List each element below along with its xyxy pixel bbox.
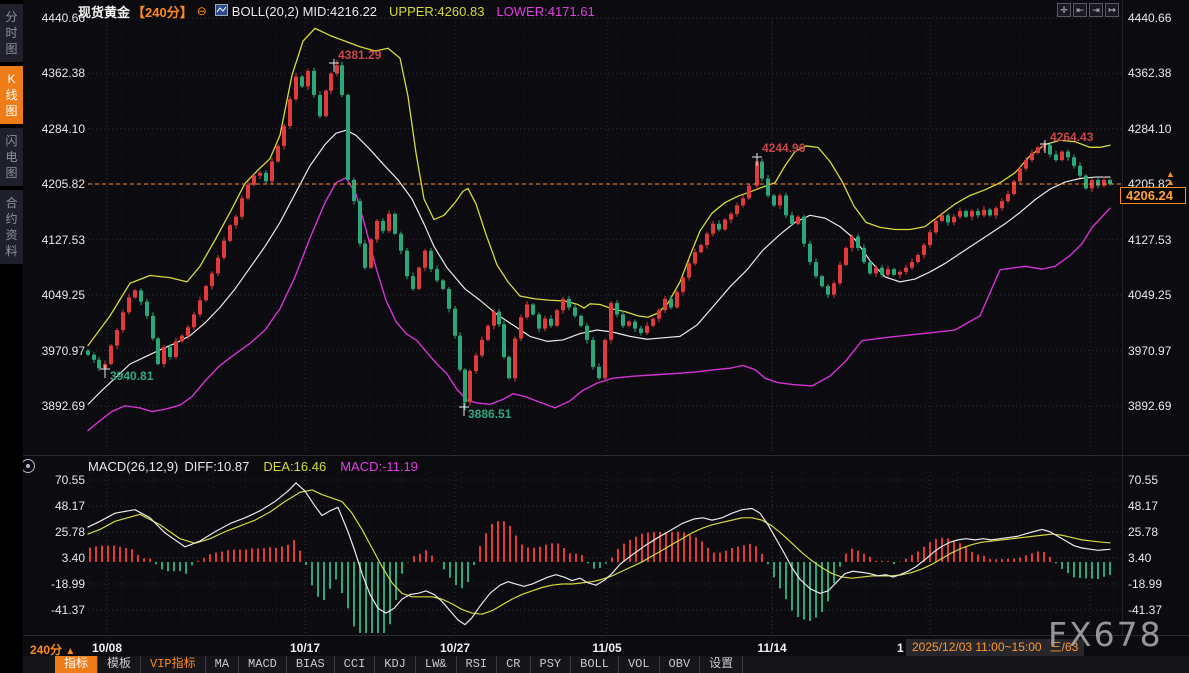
price-annotation: 4264.43 [1050, 130, 1094, 144]
toolbar-button-MACD[interactable]: MACD [239, 656, 287, 673]
toolbar-button-PSY[interactable]: PSY [531, 656, 572, 673]
toolbar-button-VIP指标[interactable]: VIP指标 [141, 656, 206, 673]
price-axis-label-right: 4440.66 [1128, 11, 1172, 25]
indicator-toolbar: 指标 模板 VIP指标 MA MACD BIAS CCI KDJ LW& RSI CR PSY BOLL… [0, 656, 1189, 673]
toolbar-button-指标[interactable]: 指标 [55, 656, 99, 673]
zoom-y-axis-icon[interactable]: ⇥ [1089, 3, 1103, 17]
price-axis-label-left: 4205.82 [41, 177, 85, 192]
macd-value-readout: MACD:-11.19 [340, 459, 419, 474]
symbol-name: 现货黄金 [78, 4, 131, 20]
toolbar-button-CR[interactable]: CR [497, 656, 531, 673]
macd-axis-label-left: 3.40 [61, 550, 85, 565]
bar-datetime-tooltip: 2025/12/03 11:00~15:00 三/63 [906, 639, 1085, 656]
chart-header: 现货黄金 【240分】 ⊖ BOLL(20,2) MID:4216.22 UPP… [78, 3, 595, 20]
price-axis-label-right: 4362.38 [1128, 66, 1172, 81]
macd-axis-label-right: 25.78 [1128, 525, 1159, 539]
price-axis-label-right: 4049.25 [1128, 288, 1172, 303]
sidebar-tab-闪电图[interactable]: 闪电图 [0, 128, 23, 186]
toolbar-button-RSI[interactable]: RSI [457, 656, 498, 673]
timeframe-arrow-icon: ▲ [65, 646, 76, 657]
price-axis-label-left: 4127.53 [41, 232, 85, 247]
tooltip-datetime: 2025/12/03 11:00~15:00 [912, 640, 1042, 654]
date-label: 10/27 [439, 641, 471, 655]
macd-axis-label-left: -18.99 [50, 577, 85, 591]
xaxis-partial-date: 1 [897, 641, 904, 655]
macd-axis-label-right: -41.37 [1128, 603, 1163, 617]
boll-mid-readout: BOLL(20,2) MID:4216.22 [231, 3, 378, 19]
price-axis-label-left: 3892.69 [41, 399, 85, 413]
date-label: 10/17 [289, 641, 321, 655]
price-axis-label-right: 4127.53 [1128, 232, 1172, 247]
macd-axis-label-left: -41.37 [50, 603, 85, 617]
macd-axis-label-right: 48.17 [1128, 498, 1159, 513]
price-annotation: 3886.51 [468, 407, 512, 421]
price-axis-label-left: 4049.25 [41, 288, 85, 303]
macd-axis-label-right: -18.99 [1128, 577, 1163, 591]
date-label: 11/14 [757, 641, 787, 655]
pane-toggle-icon[interactable] [21, 459, 35, 473]
price-axis-label-right: 3970.97 [1128, 343, 1172, 358]
price-axis-label-right: 3892.69 [1128, 399, 1172, 413]
toolbar-button-VOL[interactable]: VOL [619, 656, 660, 673]
timeframe-selector[interactable]: 240分 ▲ [30, 643, 76, 657]
macd-axis-label-right: 3.40 [1128, 550, 1152, 565]
collapse-icon[interactable]: ⊖ [196, 4, 207, 18]
sidebar-tab-分时图[interactable]: 分时图 [0, 4, 23, 62]
price-up-arrow-icon: ▲ ▲ [1166, 169, 1175, 187]
period-label: 【240分】 [132, 4, 193, 20]
toolbar-button-KDJ[interactable]: KDJ [375, 656, 416, 673]
pan-icon[interactable]: ✛ [1057, 3, 1071, 17]
current-price-badge: 4206.24 [1120, 187, 1186, 204]
price-axis-label-left: 4440.66 [41, 11, 85, 25]
price-annotation: 3940.81 [110, 369, 154, 383]
toolbar-button-BIAS[interactable]: BIAS [287, 656, 335, 673]
boll-upper-readout: UPPER:4260.83 [389, 3, 485, 19]
boll-lower-readout: LOWER:4171.61 [496, 3, 595, 19]
macd-header: MACD(26,12,9) DIFF:10.87 DEA:16.46 MACD:… [88, 459, 418, 474]
zoom-x-axis-icon[interactable]: ⇤ [1073, 3, 1087, 17]
toolbar-button-CCI[interactable]: CCI [335, 656, 376, 673]
price-annotation: 4244.96 [762, 141, 806, 155]
toolbar-button-设置[interactable]: 设置 [700, 656, 744, 673]
macd-dea-readout: DEA:16.46 [263, 459, 327, 474]
toolbar-button-MA[interactable]: MA [206, 656, 240, 673]
toolbar-button-LW&[interactable]: LW& [416, 656, 457, 673]
price-axis-label-right: 4284.10 [1128, 121, 1172, 136]
price-axis-label-left: 3970.97 [41, 343, 85, 358]
tooltip-bar-info: 三/63 [1049, 640, 1079, 654]
price-axis-label-left: 4284.10 [41, 121, 85, 136]
toolbar-button-OBV[interactable]: OBV [660, 656, 701, 673]
date-label: 10/08 [91, 641, 123, 655]
reset-view-icon[interactable]: ↦ [1105, 3, 1119, 17]
chart-tools: ✛ ⇤ ⇥ ↦ [1057, 3, 1119, 17]
sidebar-tab-合约资料[interactable]: 合约资料 [0, 190, 23, 264]
price-axis-label-left: 4362.38 [41, 66, 85, 81]
price-annotation: 4381.29 [338, 48, 382, 62]
macd-diff-readout: DIFF:10.87 [184, 459, 250, 474]
macd-axis-label-right: 70.55 [1128, 473, 1159, 487]
macd-title: MACD(26,12,9) [88, 459, 179, 474]
date-label: 11/05 [592, 641, 622, 655]
macd-axis-label-left: 48.17 [54, 498, 85, 513]
macd-axis-label-left: 70.55 [54, 473, 85, 487]
macd-axis-label-left: 25.78 [54, 525, 85, 539]
kline-mini-icon [214, 3, 228, 19]
toolbar-button-模板[interactable]: 模板 [98, 656, 142, 673]
toolbar-button-BOLL[interactable]: BOLL [571, 656, 619, 673]
